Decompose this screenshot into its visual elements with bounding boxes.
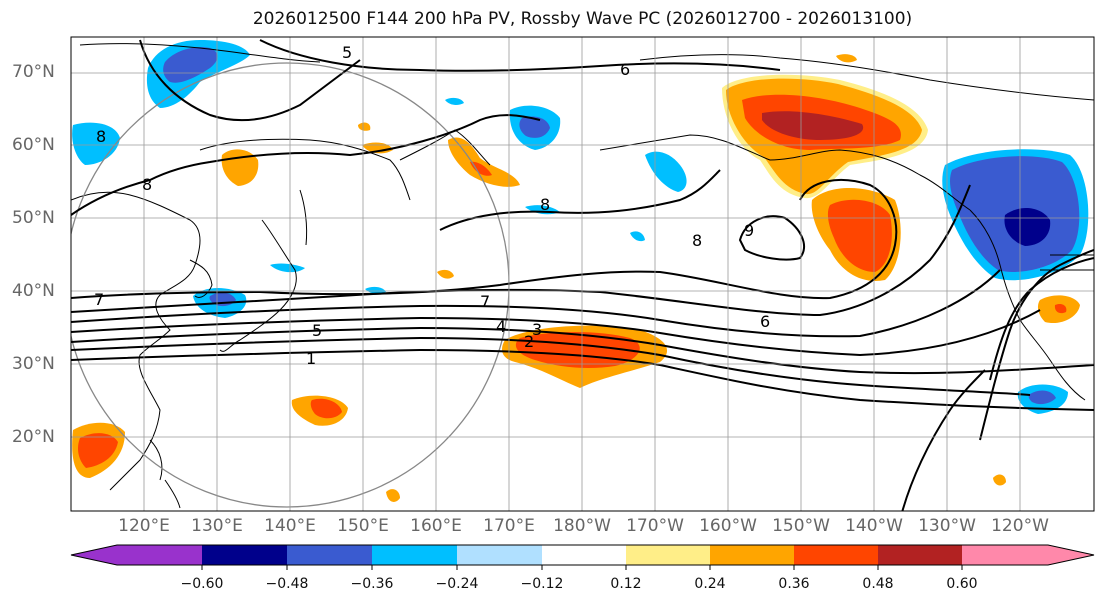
- contour-label: 7: [480, 292, 490, 311]
- lon-label: 130°W: [918, 516, 976, 536]
- contour-label: 3: [532, 320, 542, 339]
- colorbar-extend-low: [71, 545, 117, 565]
- colorbar-tick-label: 0.24: [694, 576, 726, 592]
- graticule: [71, 37, 1094, 511]
- okhotsk-coast: [199, 138, 411, 201]
- anomaly-west-canada-core: [1004, 208, 1051, 246]
- philippines-coast: [149, 439, 181, 509]
- colorbar-extend-high: [1048, 545, 1094, 565]
- contour-6-north: [259, 39, 781, 72]
- contour-4: [71, 309, 1041, 357]
- arctic-coast: [79, 43, 321, 63]
- anomaly-alaska-core: [762, 111, 864, 140]
- lon-label: 180°W: [553, 516, 611, 536]
- contour-label: 2: [524, 332, 534, 351]
- colorbar-segment: [878, 545, 962, 565]
- lon-label: 170°E: [483, 516, 535, 536]
- lat-label: 40°N: [12, 281, 55, 301]
- korea-coast: [189, 259, 213, 298]
- colorbar-segment: [962, 545, 1048, 565]
- colorbar-tick-label: −0.12: [520, 576, 564, 592]
- lon-label: 130°E: [191, 516, 243, 536]
- contour-label: 6: [620, 60, 630, 79]
- contour-label: 4: [496, 317, 506, 336]
- lon-label: 150°E: [337, 516, 389, 536]
- pv-contours: [71, 39, 1094, 511]
- colorbar-segment: [710, 545, 794, 565]
- contour-8b: [439, 169, 721, 231]
- colorbar-segment: [626, 545, 710, 565]
- contour-label: 5: [342, 43, 352, 62]
- lon-label: 170°W: [626, 516, 684, 536]
- lon-label: 160°W: [699, 516, 757, 536]
- lat-label: 50°N: [12, 208, 55, 228]
- contour-label: 9: [744, 221, 754, 240]
- lat-label: 20°N: [12, 427, 55, 447]
- contour-east-3: [901, 369, 986, 511]
- contour-east-2: [989, 257, 1094, 381]
- lon-label: 160°E: [410, 516, 462, 536]
- map-title: 2026012500 F144 200 hPa PV, Rossby Wave …: [252, 9, 913, 29]
- lat-label: 60°N: [12, 135, 55, 155]
- lon-label: 120°W: [991, 516, 1049, 536]
- colorbar-segment: [202, 545, 287, 565]
- colorbar-tick-label: −0.36: [350, 576, 394, 592]
- contour-label: 6: [760, 312, 770, 331]
- colorbar-segment: [457, 545, 542, 565]
- alaska-coast: [599, 134, 971, 211]
- lat-label: 30°N: [12, 354, 55, 374]
- contour-7: [71, 179, 898, 300]
- lon-label: 150°W: [772, 516, 830, 536]
- anomaly-kamchatka: [448, 137, 520, 187]
- contour-east: [979, 249, 1094, 441]
- asia-coast: [71, 191, 201, 491]
- colorbar-tick-label: −0.48: [265, 576, 309, 592]
- colorbar-tick-label: 0.60: [946, 576, 978, 592]
- colorbar-tick-label: −0.24: [435, 576, 479, 592]
- contour-9: [738, 215, 805, 261]
- colorbar-segment: [542, 545, 626, 565]
- lon-label: 140°W: [845, 516, 903, 536]
- anomaly-siberia-inner: [163, 47, 218, 83]
- colorbar-segment: [794, 545, 878, 565]
- contour-5-north: [139, 39, 361, 122]
- contour-label: 8: [540, 195, 550, 214]
- contour-label: 8: [96, 127, 106, 146]
- contour-6: [71, 184, 971, 317]
- na-borders: [1040, 254, 1094, 271]
- map-frame: [70, 36, 1095, 512]
- contour-label: 5: [312, 321, 322, 340]
- contour-label: 1: [306, 349, 316, 368]
- colorbar-tick-label: 0.48: [862, 576, 894, 592]
- contour-5: [71, 269, 1001, 338]
- colorbar-segment: [117, 545, 202, 565]
- colorbar-tick-label: −0.60: [180, 576, 224, 592]
- alaska-north-coast: [639, 54, 1094, 101]
- colorbar-tick-label: 0.12: [610, 576, 642, 592]
- sakhalin-coast: [299, 189, 308, 246]
- lon-label: 140°E: [264, 516, 316, 536]
- colorbar-segment: [287, 545, 372, 565]
- colorbar-tick-label: 0.36: [778, 576, 810, 592]
- colorbar-segment: [372, 545, 457, 565]
- contour-label: 8: [142, 175, 152, 194]
- lon-label: 120°E: [118, 516, 170, 536]
- contour-label: 7: [94, 290, 104, 309]
- colorbar: [70, 544, 1095, 570]
- map-area: 5 6 8 8 8 8 9 7 7 6 5 4 3 2 1: [71, 37, 1094, 511]
- contour-2: [71, 336, 1031, 396]
- lat-label: 70°N: [12, 62, 55, 82]
- contour-label: 8: [692, 231, 702, 250]
